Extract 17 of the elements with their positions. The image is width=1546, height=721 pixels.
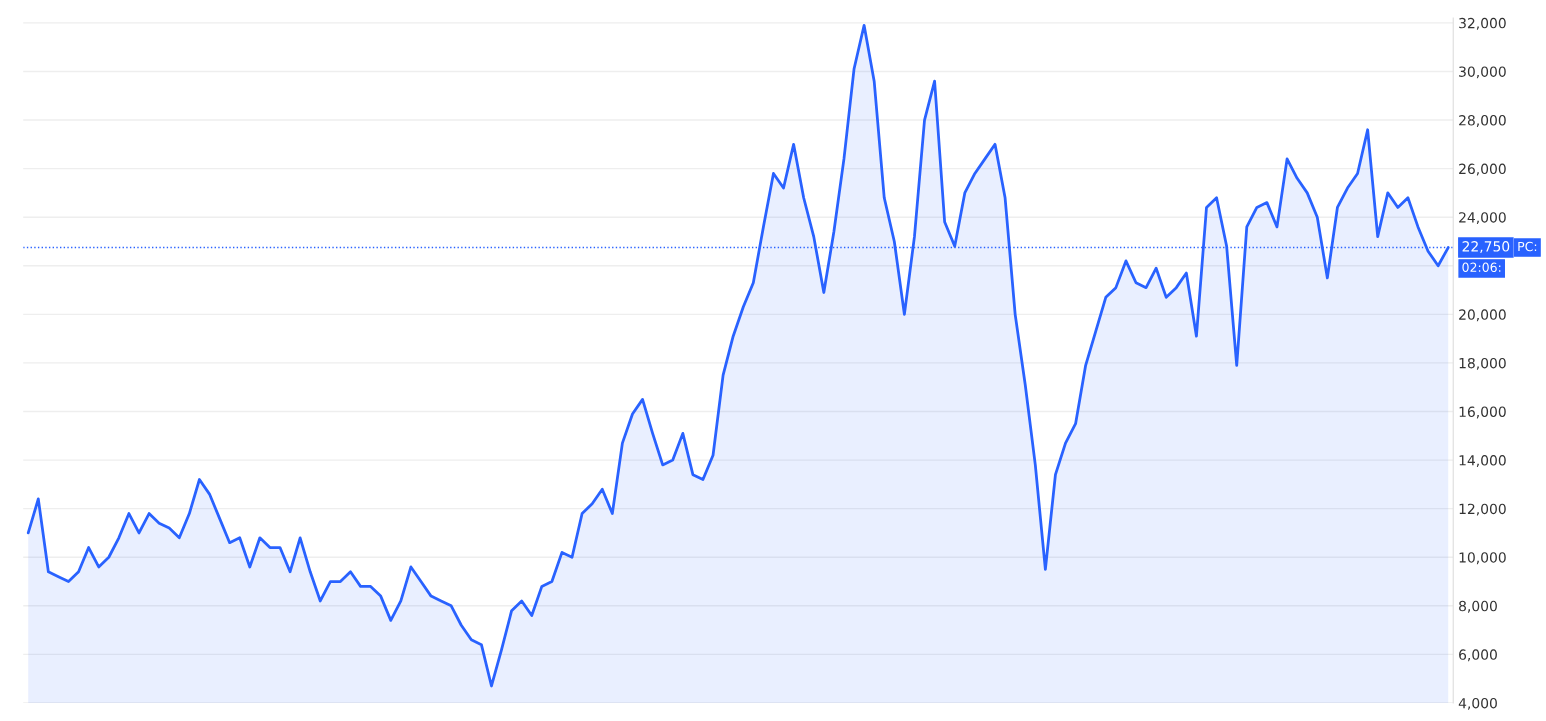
y-tick-label: 24,000: [1459, 212, 1506, 225]
y-tick-label: 32,000: [1459, 17, 1506, 30]
y-tick-label: 6,000: [1459, 649, 1497, 662]
text: PC:: [1518, 241, 1537, 252]
y-tick-label: 12,000: [1459, 503, 1506, 516]
y-tick-label: 20,000: [1459, 309, 1506, 322]
ref-line-label: 22,750: [1462, 241, 1510, 253]
y-tick-label: 16,000: [1459, 406, 1506, 419]
y-tick-label: 10,000: [1459, 552, 1506, 565]
y-tick-label: 4,000: [1458, 697, 1497, 710]
y-tick-label: 30,000: [1459, 66, 1506, 79]
y-tick-label: 14,000: [1459, 455, 1506, 467]
y-tick-label: 18,000: [1459, 357, 1506, 370]
y-tick-label: 26,000: [1459, 163, 1506, 176]
text: 02:06:: [1462, 262, 1501, 273]
y-tick-label: 8,000: [1459, 600, 1497, 613]
y-tick-label: 28,000: [1459, 115, 1506, 127]
